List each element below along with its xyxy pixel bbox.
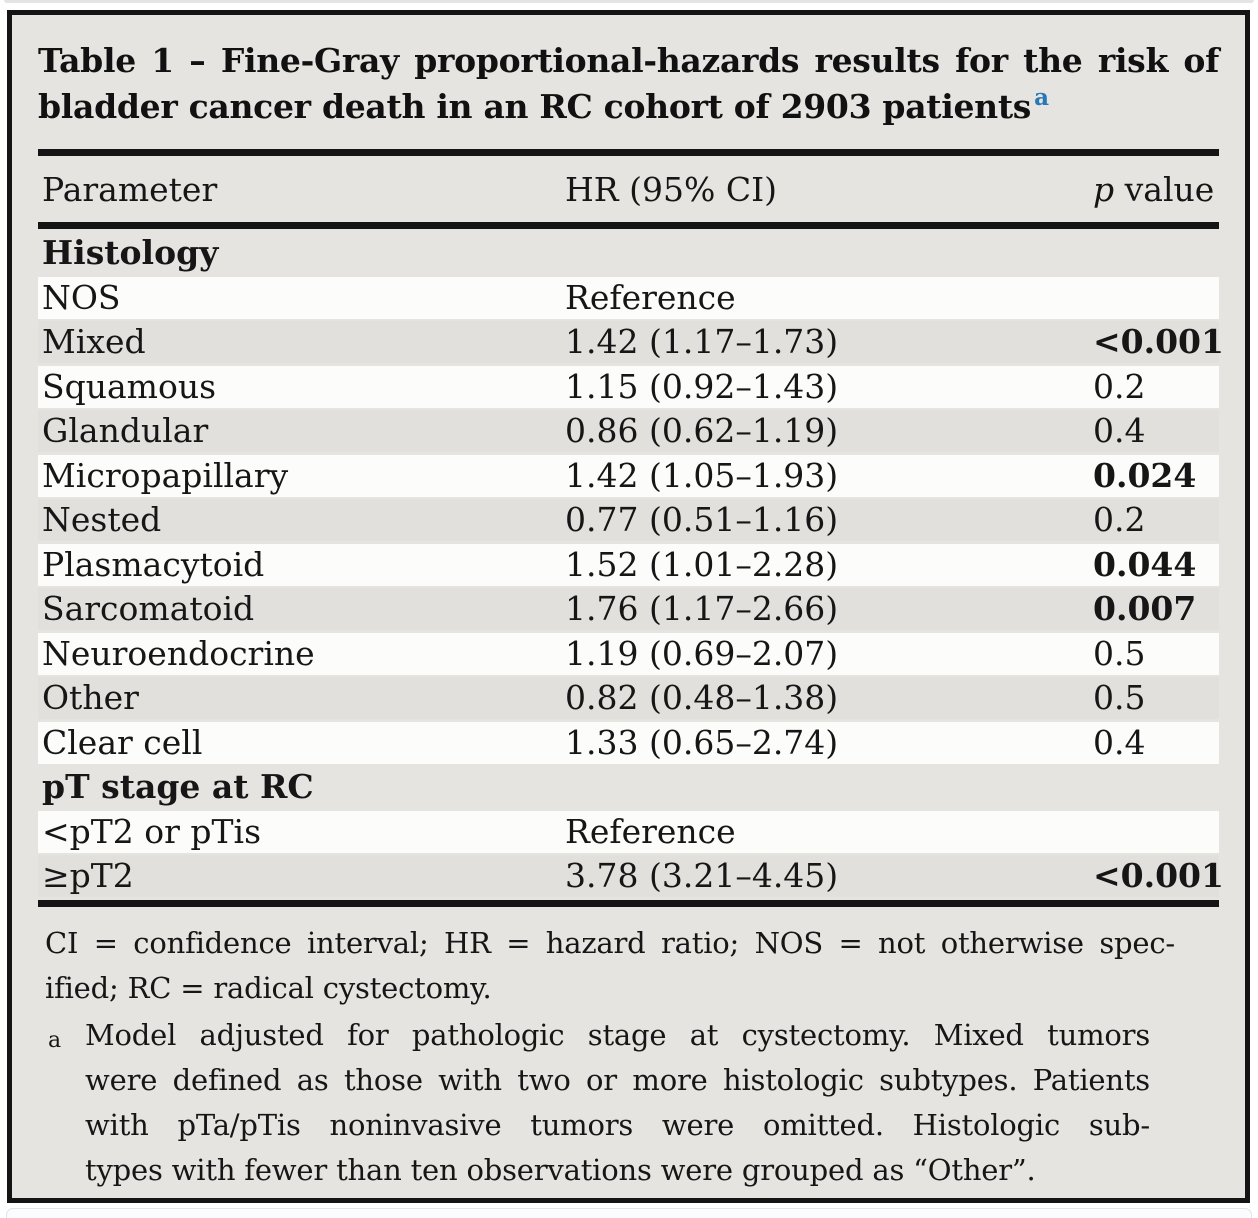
table-row: Nested 0.77 (0.51–1.16) 0.2	[38, 499, 1219, 541]
hr-cell: 1.15 (0.92–1.43)	[565, 366, 839, 406]
parameter-cell: NOS	[42, 277, 121, 317]
table-row: Glandular 0.86 (0.62–1.19) 0.4	[38, 410, 1219, 452]
footnote-a-marker: a	[48, 1027, 61, 1053]
table-row: Squamous 1.15 (0.92–1.43) 0.2	[38, 365, 1219, 408]
table-title-line: bladder cancer death in an RC cohort of …	[38, 84, 1049, 126]
parameter-cell: Neuroendocrine	[42, 633, 315, 673]
table-title: Table 1 – Fine-Gray proportional-hazards…	[38, 38, 1219, 134]
pvalue-cell: 0.4	[1093, 722, 1146, 762]
parameter-cell: Micropapillary	[42, 455, 289, 495]
hr-cell: 0.86 (0.62–1.19)	[565, 411, 839, 450]
hr-cell: 1.33 (0.65–2.74)	[565, 722, 839, 762]
parameter-cell: <pT2 or pTis	[42, 811, 262, 851]
divider-title	[38, 149, 1219, 156]
table-row: Neuroendocrine 1.19 (0.69–2.07) 0.5	[38, 632, 1219, 675]
title-footnote-marker: a	[1034, 84, 1049, 111]
footnote-line: Model adjusted for pathologic stage at c…	[85, 1017, 1150, 1052]
footnote-line: types with fewer than ten observations w…	[85, 1152, 1036, 1187]
pvalue-cell: 0.2	[1093, 500, 1146, 539]
table-container: Table 1 – Fine-Gray proportional-hazards…	[7, 10, 1250, 1203]
divider-header	[38, 222, 1219, 229]
table-row: Other 0.82 (0.48–1.38) 0.5	[38, 677, 1219, 719]
parameter-cell: pT stage at RC	[42, 767, 314, 806]
parameter-cell: Histology	[42, 233, 219, 272]
hr-cell: 1.76 (1.17–2.66)	[565, 589, 839, 628]
hr-cell: 1.42 (1.17–1.73)	[565, 322, 839, 361]
pvalue-cell: 0.2	[1093, 366, 1146, 406]
parameter-cell: Clear cell	[42, 722, 203, 762]
footnote-abbreviations: CI = confidence interval; HR = hazard ra…	[45, 921, 1175, 1011]
pvalue-cell: 0.007	[1093, 589, 1197, 628]
pvalue-cell: 0.024	[1093, 455, 1197, 495]
table-row: Clear cell 1.33 (0.65–2.74) 0.4	[38, 721, 1219, 764]
footnote-line: with pTa/pTis noninvasive tumors were om…	[85, 1107, 1150, 1142]
parameter-cell: Sarcomatoid	[42, 589, 255, 628]
pvalue-cell: <0.001	[1093, 322, 1224, 361]
hr-cell: 1.19 (0.69–2.07)	[565, 633, 839, 673]
table-row: ≥pT2 3.78 (3.21–4.45) <0.001	[38, 855, 1224, 897]
pvalue-cell: 0.044	[1093, 544, 1197, 584]
hr-cell: 0.77 (0.51–1.16)	[565, 500, 839, 539]
parameter-cell: Other	[42, 678, 139, 717]
footnote-line: were defined as those with two or more h…	[85, 1062, 1150, 1097]
table-title-line: Table 1 – Fine-Gray proportional-hazards…	[38, 41, 1219, 80]
parameter-cell: Mixed	[42, 322, 146, 361]
table-inner: Table 1 – Fine-Gray proportional-hazards…	[12, 38, 1245, 1193]
footnote-line: ified; RC = radical cystectomy.	[45, 970, 492, 1005]
parameter-cell: Glandular	[42, 411, 209, 450]
footnote-a-text: Model adjusted for pathologic stage at c…	[85, 1013, 1150, 1193]
hr-cell: Reference	[565, 277, 736, 317]
section-row: pT stage at RC	[38, 766, 1219, 808]
footnote-a: a Model adjusted for pathologic stage at…	[48, 1013, 1219, 1193]
hr-cell: 0.82 (0.48–1.38)	[565, 678, 839, 717]
table-row: <pT2 or pTis Reference	[38, 810, 1219, 853]
parameter-cell: Nested	[42, 500, 162, 539]
table-row: Micropapillary 1.42 (1.05–1.93) 0.024	[38, 454, 1219, 497]
table-row: Mixed 1.42 (1.17–1.73) <0.001	[38, 321, 1224, 363]
hr-cell: 3.78 (3.21–4.45)	[565, 856, 839, 895]
hr-cell: Reference	[565, 811, 736, 851]
column-header-row: Parameter HR (95% CI) p value	[38, 156, 1219, 222]
col-header-pvalue: p value	[1093, 169, 1215, 209]
pvalue-cell: 0.5	[1093, 633, 1146, 673]
col-header-hr: HR (95% CI)	[565, 169, 777, 209]
hr-cell: 1.42 (1.05–1.93)	[565, 455, 839, 495]
pvalue-cell: <0.001	[1093, 856, 1224, 895]
parameter-cell: Plasmacytoid	[42, 544, 265, 584]
table-row: NOS Reference	[38, 276, 1219, 319]
footnote-line: CI = confidence interval; HR = hazard ra…	[45, 925, 1175, 960]
parameter-cell: Squamous	[42, 366, 217, 406]
table-row: Sarcomatoid 1.76 (1.17–2.66) 0.007	[38, 588, 1219, 630]
pvalue-cell: 0.5	[1093, 678, 1146, 717]
footnotes: CI = confidence interval; HR = hazard ra…	[38, 921, 1219, 1193]
pvalue-cell: 0.4	[1093, 411, 1146, 450]
top-edge-artifact	[4, 0, 1254, 3]
hr-cell: 1.52 (1.01–2.28)	[565, 544, 839, 584]
col-header-parameter: Parameter	[42, 169, 218, 209]
section-row: Histology	[38, 232, 1219, 274]
table-rows: Histology NOS Reference Mixed 1.42 (1.17–1.7…	[38, 232, 1224, 897]
divider-body	[38, 899, 1219, 907]
bottom-edge-artifact	[6, 1208, 1252, 1218]
parameter-cell: ≥pT2	[42, 856, 134, 895]
table-row: Plasmacytoid 1.52 (1.01–2.28) 0.044	[38, 543, 1219, 586]
